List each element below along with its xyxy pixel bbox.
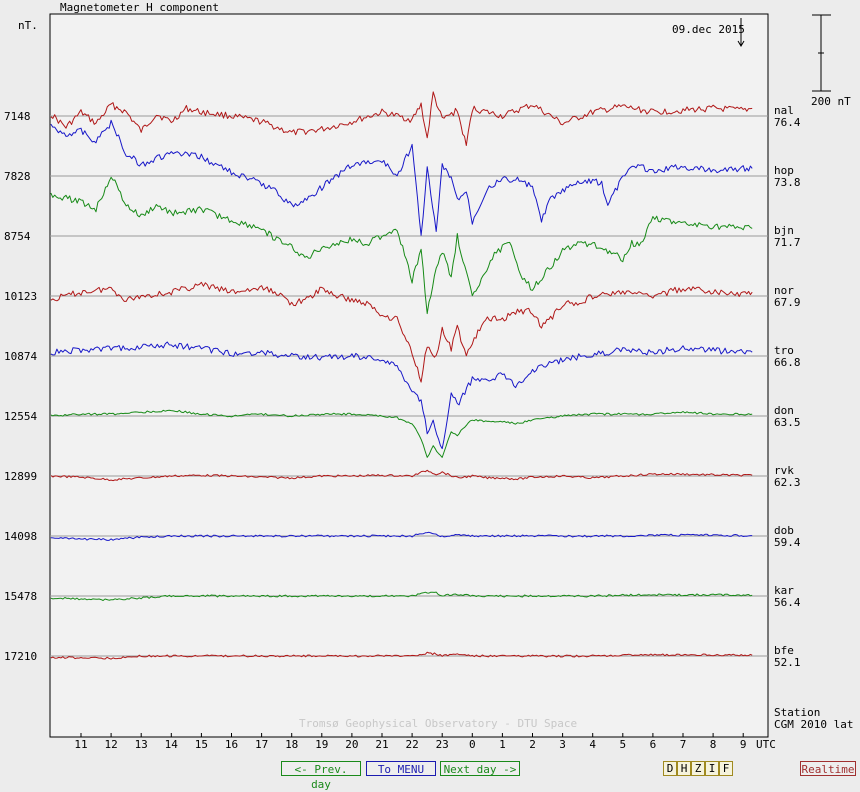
station-code-rvk: rvk [774,464,794,477]
x-tick-label: 18 [285,738,298,751]
y-unit-label: nT. [18,19,38,32]
scale-bar [812,14,831,92]
plot-area [49,13,769,738]
station-code-nal: nal [774,104,794,117]
station-lat-dob: 59.4 [774,536,801,549]
baseline-value-kar: 15478 [4,590,37,603]
x-tick-label: 4 [589,738,596,751]
baseline-value-bfe: 17210 [4,650,37,663]
x-tick-label: 20 [345,738,358,751]
trace-don [50,409,753,458]
realtime-button[interactable]: Realtime [800,761,856,776]
trace-dob [50,531,753,541]
x-tick-label: 14 [165,738,179,751]
traces [50,91,753,660]
x-tick-label: 21 [375,738,388,751]
station-code-bjn: bjn [774,224,794,237]
station-lat-tro: 66.8 [774,356,801,369]
date-label: 09.dec 2015 [672,23,745,36]
baseline-value-bjn: 8754 [4,230,31,243]
x-tick-label: 11 [74,738,87,751]
station-lat-kar: 56.4 [774,596,801,609]
x-tick-label: 2 [529,738,536,751]
baseline-value-nor: 10123 [4,290,37,303]
x-tick-label: 0 [469,738,476,751]
observatory-credit: Tromsø Geophysical Observatory - DTU Spa… [299,717,577,730]
x-tick-label: 15 [195,738,208,751]
component-h-button[interactable]: H [677,761,691,776]
x-tick-label: 6 [650,738,657,751]
baseline-value-don: 12554 [4,410,37,423]
station-heading: Station [774,706,820,719]
x-axis: 11 12 13 14 15 16 17 18 19 20 21 22 23 0 1 2 3 4 5 6 7 8 9 [74,733,747,751]
station-code-dob: dob [774,524,794,537]
x-tick-label: 13 [135,738,148,751]
x-tick-label: 7 [680,738,687,751]
cgm-heading: CGM 2010 lat [774,718,853,731]
x-tick-label: 9 [740,738,747,751]
station-lat-hop: 73.8 [774,176,801,189]
station-lat-bjn: 71.7 [774,236,801,249]
x-tick-label: 19 [315,738,328,751]
trace-kar [50,591,753,601]
baseline-value-hop: 7828 [4,170,31,183]
station-lat-nor: 67.9 [774,296,801,309]
x-tick-label: 23 [436,738,449,751]
station-lat-nal: 76.4 [774,116,801,129]
component-i-button[interactable]: I [705,761,719,776]
station-lat-rvk: 62.3 [774,476,801,489]
component-d-button[interactable]: D [663,761,677,776]
component-z-button[interactable]: Z [691,761,705,776]
baseline-value-nal: 7148 [4,110,31,123]
station-code-bfe: bfe [774,644,794,657]
baseline-value-dob: 14098 [4,530,37,543]
prev-day-button[interactable]: <- Prev. day [281,761,361,791]
station-lat-don: 63.5 [774,416,801,429]
trace-hop [50,119,753,236]
next-day-button[interactable]: Next day -> [440,761,520,776]
station-lat-bfe: 52.1 [774,656,801,669]
x-tick-label: 5 [619,738,626,751]
trace-bfe [50,651,753,660]
station-code-kar: kar [774,584,794,597]
x-tick-label: 16 [225,738,238,751]
station-code-tro: tro [774,344,794,357]
trace-nor [50,281,753,383]
x-tick-label: 12 [104,738,117,751]
station-code-hop: hop [774,164,794,177]
menu-button[interactable]: To MENU [366,761,436,776]
baseline-value-rvk: 12899 [4,470,37,483]
trace-tro [50,341,753,450]
baseline-value-tro: 10874 [4,350,37,363]
x-axis-label: UTC [756,738,776,751]
trace-nal [50,91,753,146]
station-code-don: don [774,404,794,417]
chart-title: Magnetometer H component [60,1,219,14]
trace-rvk [50,469,753,482]
x-tick-label: 1 [499,738,506,751]
trace-bjn [50,176,753,315]
x-tick-label: 3 [559,738,566,751]
scale-label: 200 nT [811,95,851,108]
station-code-nor: nor [774,284,794,297]
x-tick-label: 22 [405,738,418,751]
component-f-button[interactable]: F [719,761,733,776]
x-tick-label: 8 [710,738,717,751]
x-tick-label: 17 [255,738,268,751]
date-arrow-icon [737,18,745,47]
